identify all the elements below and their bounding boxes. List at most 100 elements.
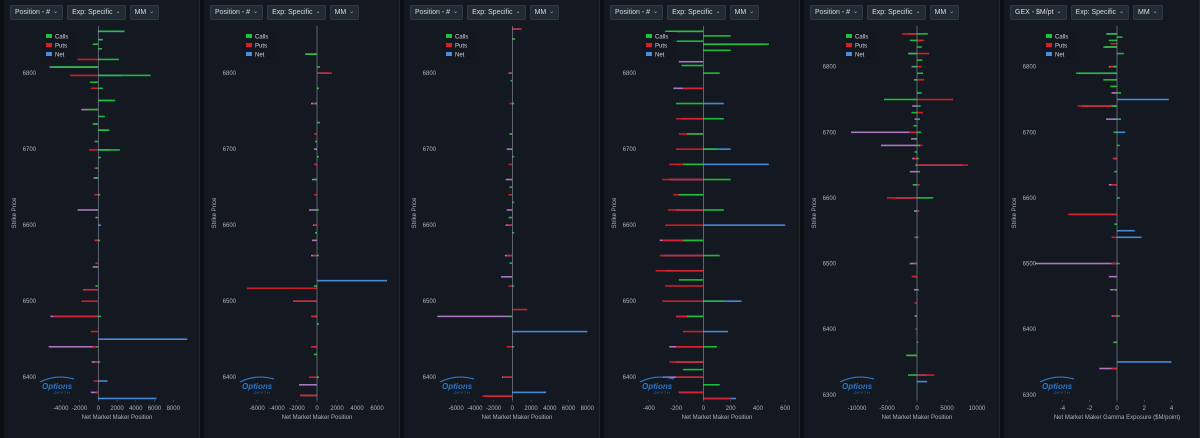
bar-net[interactable] xyxy=(703,163,769,166)
bar-calls[interactable] xyxy=(509,133,513,135)
bar-calls[interactable] xyxy=(512,201,515,204)
bar-puts[interactable] xyxy=(1112,157,1117,160)
bar-puts[interactable] xyxy=(655,269,704,272)
metric-dropdown[interactable]: Position - # ⌄ xyxy=(410,5,464,20)
bar-calls[interactable] xyxy=(917,72,923,75)
bar-calls[interactable] xyxy=(317,121,320,124)
bar-calls[interactable] xyxy=(98,239,101,242)
bar-calls[interactable] xyxy=(92,43,99,46)
bar-calls[interactable] xyxy=(98,129,110,131)
legend-label-calls[interactable]: Calls xyxy=(455,35,468,41)
bar-calls[interactable] xyxy=(317,66,320,68)
bar-net[interactable] xyxy=(678,60,704,63)
bar-calls[interactable] xyxy=(1117,36,1123,38)
bar-calls[interactable] xyxy=(917,59,923,61)
bar-calls[interactable] xyxy=(682,163,704,166)
bar-calls[interactable] xyxy=(687,315,704,318)
bar-puts[interactable] xyxy=(662,178,704,181)
bar-calls[interactable] xyxy=(917,236,919,239)
bar-net[interactable] xyxy=(1099,367,1117,370)
bar-calls[interactable] xyxy=(98,149,120,151)
bar-puts[interactable] xyxy=(314,163,317,166)
bar-calls[interactable] xyxy=(1106,33,1117,35)
bar-calls[interactable] xyxy=(317,254,319,257)
legend-label-net[interactable]: Net xyxy=(455,53,465,59)
expiration-dropdown[interactable]: Exp: Specific ⌄ xyxy=(267,5,326,20)
bar-calls[interactable] xyxy=(681,64,704,67)
bar-puts[interactable] xyxy=(509,72,513,74)
bar-net[interactable] xyxy=(506,209,513,211)
participant-dropdown[interactable]: MM ⌄ xyxy=(529,5,560,20)
bar-calls[interactable] xyxy=(98,30,125,33)
bar-net[interactable] xyxy=(512,330,588,333)
bar-net[interactable] xyxy=(1035,262,1117,265)
bar-puts[interactable] xyxy=(506,345,513,348)
legend-label-net[interactable]: Net xyxy=(55,53,65,59)
bar-puts[interactable] xyxy=(314,193,317,196)
bar-puts[interactable] xyxy=(914,157,917,160)
bar-calls[interactable] xyxy=(678,193,704,196)
bar-net[interactable] xyxy=(1117,131,1126,134)
bar-calls[interactable] xyxy=(917,197,934,199)
bar-net[interactable] xyxy=(48,345,99,348)
bar-calls[interactable] xyxy=(98,58,119,61)
bar-puts[interactable] xyxy=(508,163,513,166)
bar-calls[interactable] xyxy=(912,65,917,68)
bar-calls[interactable] xyxy=(914,79,917,81)
bar-calls[interactable] xyxy=(912,183,917,186)
bar-net[interactable] xyxy=(851,131,917,134)
bar-calls[interactable] xyxy=(915,315,917,317)
bar-net[interactable] xyxy=(1117,98,1169,101)
metric-dropdown[interactable]: Position - # ⌄ xyxy=(10,5,64,20)
bar-puts[interactable] xyxy=(676,376,704,378)
bar-calls[interactable] xyxy=(1117,197,1120,199)
participant-dropdown[interactable]: MM ⌄ xyxy=(129,5,160,20)
bar-puts[interactable] xyxy=(1111,367,1117,370)
bar-calls[interactable] xyxy=(509,315,513,318)
bar-puts[interactable] xyxy=(676,117,704,120)
bar-calls[interactable] xyxy=(1117,144,1120,147)
bar-calls[interactable] xyxy=(98,87,103,90)
bar-puts[interactable] xyxy=(1077,105,1117,107)
bar-puts[interactable] xyxy=(659,254,704,257)
bar-calls[interactable] xyxy=(1114,288,1117,291)
bar-puts[interactable] xyxy=(917,65,922,68)
bar-calls[interactable] xyxy=(917,170,920,173)
bar-calls[interactable] xyxy=(95,285,99,287)
bar-net[interactable] xyxy=(914,210,917,212)
bar-puts[interactable] xyxy=(917,52,929,55)
bar-calls[interactable] xyxy=(665,30,704,33)
bar-calls[interactable] xyxy=(1112,65,1117,68)
bar-net[interactable] xyxy=(1117,361,1172,363)
bar-puts[interactable] xyxy=(665,285,704,287)
bar-net[interactable] xyxy=(917,380,928,383)
bar-puts[interactable] xyxy=(1067,213,1117,216)
bar-calls[interactable] xyxy=(917,118,920,120)
bar-calls[interactable] xyxy=(317,87,319,90)
bar-calls[interactable] xyxy=(1114,223,1117,225)
bar-calls[interactable] xyxy=(315,231,317,234)
bar-calls[interactable] xyxy=(509,262,513,264)
bar-net[interactable] xyxy=(90,391,99,394)
bar-calls[interactable] xyxy=(1103,79,1117,81)
bar-puts[interactable] xyxy=(506,254,513,257)
legend-label-puts[interactable]: Puts xyxy=(655,44,667,50)
bar-puts[interactable] xyxy=(77,58,99,61)
bar-calls[interactable] xyxy=(98,38,103,41)
bar-calls[interactable] xyxy=(703,178,731,181)
bar-puts[interactable] xyxy=(917,98,953,101)
bar-puts[interactable] xyxy=(676,148,704,150)
bar-puts[interactable] xyxy=(88,149,99,151)
bar-net[interactable] xyxy=(914,288,917,291)
bar-calls[interactable] xyxy=(98,48,102,50)
bar-net[interactable] xyxy=(317,279,387,282)
bar-calls[interactable] xyxy=(1076,72,1117,75)
bar-puts[interactable] xyxy=(909,131,917,134)
bar-calls[interactable] xyxy=(1110,85,1117,88)
legend-label-puts[interactable]: Puts xyxy=(855,44,867,50)
bar-puts[interactable] xyxy=(665,224,704,226)
legend-label-net[interactable]: Net xyxy=(255,53,265,59)
bar-net[interactable] xyxy=(437,315,513,318)
bar-calls[interactable] xyxy=(51,66,99,68)
bar-net[interactable] xyxy=(1106,118,1117,120)
